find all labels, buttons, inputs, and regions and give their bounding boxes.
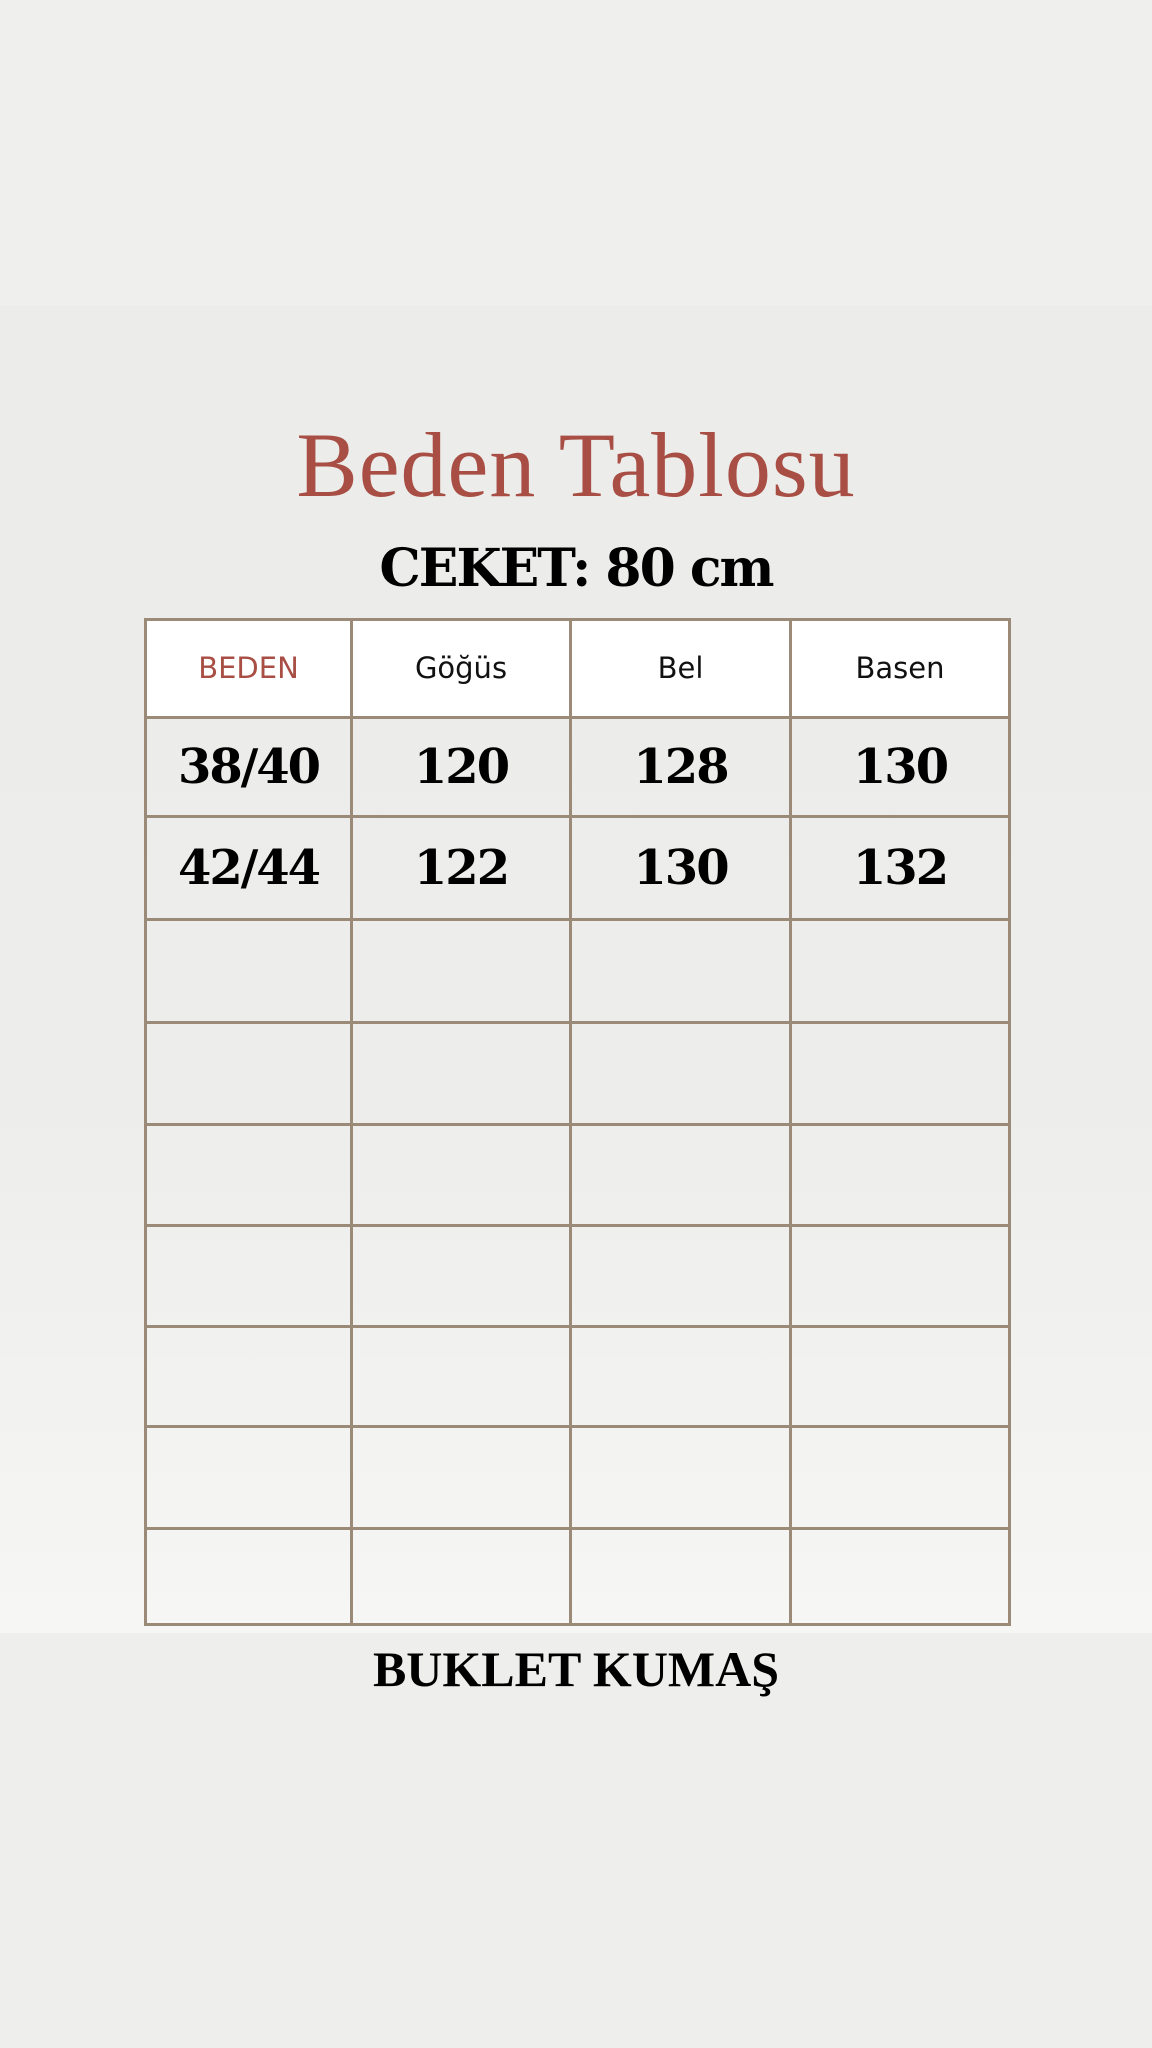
table-cell [789,1424,1011,1530]
table-cell: 130 [569,815,792,922]
table-row: 42/44 122 130 132 [144,815,1011,922]
header-row: BEDEN Göğüs Bel Basen [144,618,1011,719]
table-cell: 42/44 [144,815,353,922]
table-row [144,918,1011,1025]
jacket-length: CEKET: 80 cm [379,538,774,599]
table-cell [350,1324,572,1428]
table-row [144,1224,1011,1328]
table-row [144,1526,1011,1626]
table-cell [789,1123,1011,1228]
table-cell: 130 [789,715,1011,819]
page-title: Beden Tablosu [296,414,856,516]
table-cell [144,1324,353,1428]
table-cell [144,1021,353,1127]
table-cell [569,918,792,1025]
table-cell [350,1526,572,1626]
table-cell [569,1324,792,1428]
table-cell [144,1424,353,1530]
table-cell [350,1224,572,1328]
table-cell [789,1324,1011,1428]
table-cell [569,1424,792,1530]
table-cell: 38/40 [144,715,353,819]
table-cell [569,1123,792,1228]
table-cell [789,1021,1011,1127]
table-row [144,1324,1011,1428]
column-header: BEDEN [144,618,353,719]
table-cell [350,1021,572,1127]
table-cell [144,1224,353,1328]
column-header: Göğüs [350,618,572,719]
table-cell [789,1526,1011,1626]
table-cell [789,918,1011,1025]
table-cell [144,1526,353,1626]
table-cell [144,1123,353,1228]
table-row [144,1424,1011,1530]
table-row [144,1021,1011,1127]
fabric-label: BUKLET KUMAŞ [372,1641,780,1697]
column-header: Bel [569,618,792,719]
table-row: 38/40 120 128 130 [144,715,1011,819]
column-header: Basen [789,618,1011,719]
table-cell [144,918,353,1025]
table-cell: 120 [350,715,572,819]
size-table: BEDEN Göğüs Bel Basen 38/40 120 128 130 42/44 122… [144,618,1011,1626]
table-cell [789,1224,1011,1328]
table-cell [569,1526,792,1626]
table-cell [350,918,572,1025]
table-cell [350,1123,572,1228]
table-cell: 128 [569,715,792,819]
table-cell [350,1424,572,1530]
table-row [144,1123,1011,1228]
table-cell: 132 [789,815,1011,922]
table-cell [569,1224,792,1328]
table-cell: 122 [350,815,572,922]
table-cell [569,1021,792,1127]
